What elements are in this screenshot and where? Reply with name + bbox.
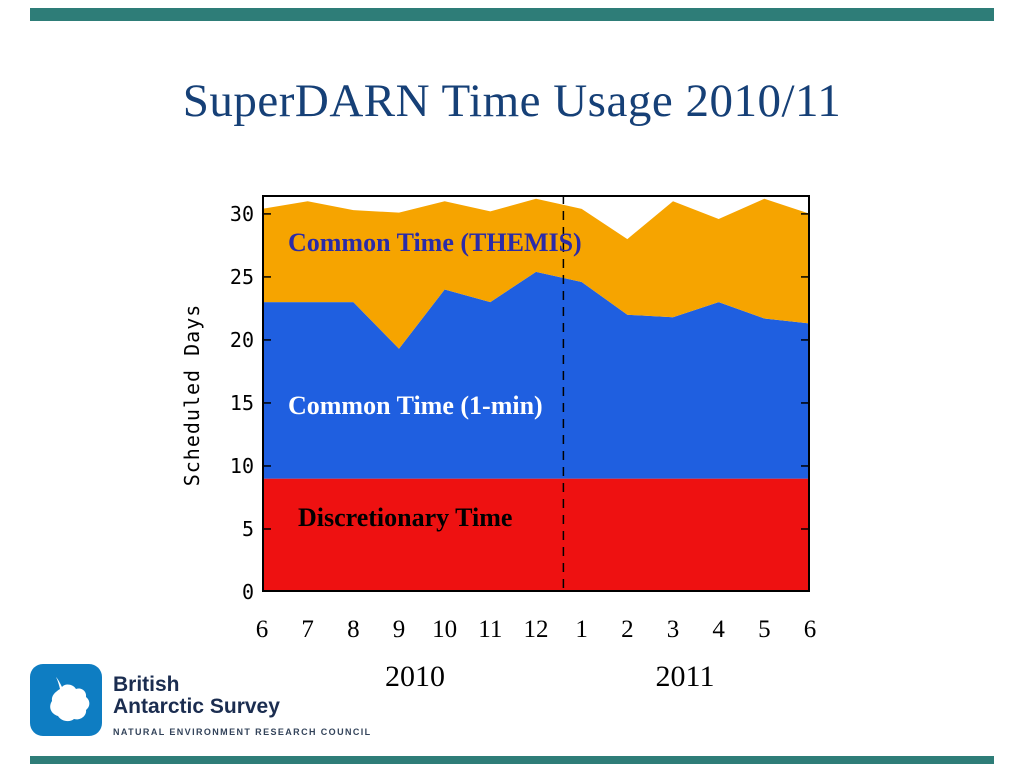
y-tick-label: 5 xyxy=(241,516,254,541)
bas-logo: British Antarctic Survey NATURAL ENVIRON… xyxy=(30,664,372,737)
label-common-time-1min: Common Time (1-min) xyxy=(288,391,543,420)
x-tick-label: 9 xyxy=(392,616,406,643)
y-tick-label: 0 xyxy=(241,580,254,604)
logo-text-british: British xyxy=(113,673,180,696)
year-label-2010: 2010 xyxy=(385,660,445,693)
year-label-2011: 2011 xyxy=(655,660,715,693)
x-tick-label: 4 xyxy=(712,616,725,643)
antarctica-logo-icon xyxy=(30,664,102,736)
x-tick-label: 10 xyxy=(432,616,458,643)
top-decoration-bar xyxy=(30,8,994,21)
plot-canvas xyxy=(262,195,810,592)
x-tick-label: 8 xyxy=(347,616,360,643)
y-tick-label: 30 xyxy=(229,201,254,226)
x-tick-label: 7 xyxy=(301,616,314,643)
area-series-1 xyxy=(262,271,810,479)
x-tick-label: 6 xyxy=(255,616,269,643)
x-tick-label: 12 xyxy=(523,616,549,643)
label-discretionary-time: Discretionary Time xyxy=(298,503,513,532)
slide-title: SuperDARN Time Usage 2010/11 xyxy=(182,75,842,127)
area-series-0 xyxy=(262,478,810,592)
y-tick-label: 25 xyxy=(229,264,254,289)
area-series-2 xyxy=(262,198,810,349)
bottom-decoration-bar xyxy=(30,756,994,764)
logo-text-nerc: NATURAL ENVIRONMENT RESEARCH COUNCIL xyxy=(113,727,372,737)
y-tick-label: 15 xyxy=(229,390,254,415)
y-tick-label: 10 xyxy=(229,453,254,478)
x-tick-label: 6 xyxy=(803,616,817,643)
x-tick-label: 11 xyxy=(478,616,503,643)
label-common-time-themis: Common Time (THEMIS) xyxy=(288,228,582,257)
y-tick-label: 20 xyxy=(229,327,254,352)
x-tick-label: 1 xyxy=(575,616,588,643)
x-tick-label: 2 xyxy=(621,616,634,643)
stacked-area-chart: Common Time (THEMIS) Common Time (1-min)… xyxy=(262,195,810,592)
logo-text-antarctic-survey: Antarctic Survey xyxy=(113,695,280,718)
x-tick-label: 3 xyxy=(666,616,680,643)
x-tick-label: 5 xyxy=(758,616,771,643)
logo-text-block: British Antarctic Survey NATURAL ENVIRON… xyxy=(113,664,372,738)
plot-frame xyxy=(262,195,810,592)
